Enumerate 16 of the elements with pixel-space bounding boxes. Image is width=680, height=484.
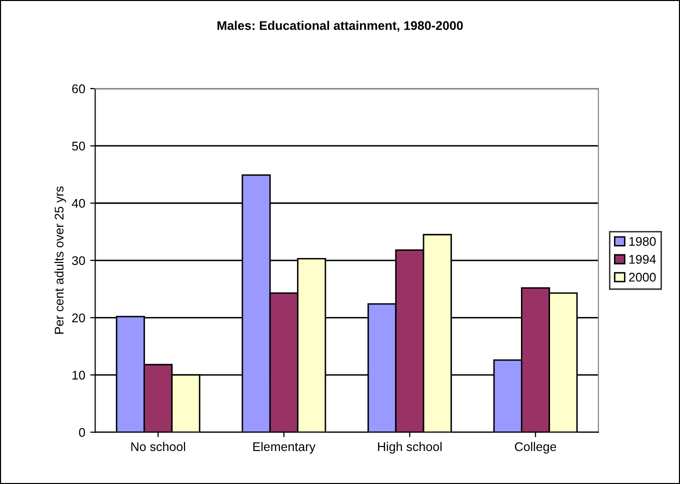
legend-label: 1980	[629, 236, 656, 246]
x-tick-label: High school	[378, 442, 442, 454]
y-tick-label: 40	[72, 198, 85, 208]
y-tick-label: 10	[72, 370, 85, 380]
x-tick-label: Elementary	[253, 442, 316, 454]
chart-title: Males: Educational attainment, 1980-2000	[218, 20, 463, 32]
x-tick-label: College	[514, 442, 556, 454]
y-tick-label: 50	[72, 142, 85, 150]
y-axis-title: Per cent adults over 25 yrs	[54, 186, 66, 334]
y-tick-label: 0	[79, 428, 85, 437]
y-tick-label: 30	[72, 256, 85, 266]
legend-label: 2000	[629, 272, 656, 282]
y-tick-label: 60	[72, 84, 85, 94]
legend-label: 1994	[629, 254, 656, 264]
x-tick-label: No school	[131, 442, 186, 452]
y-tick-label: 20	[72, 313, 85, 322]
